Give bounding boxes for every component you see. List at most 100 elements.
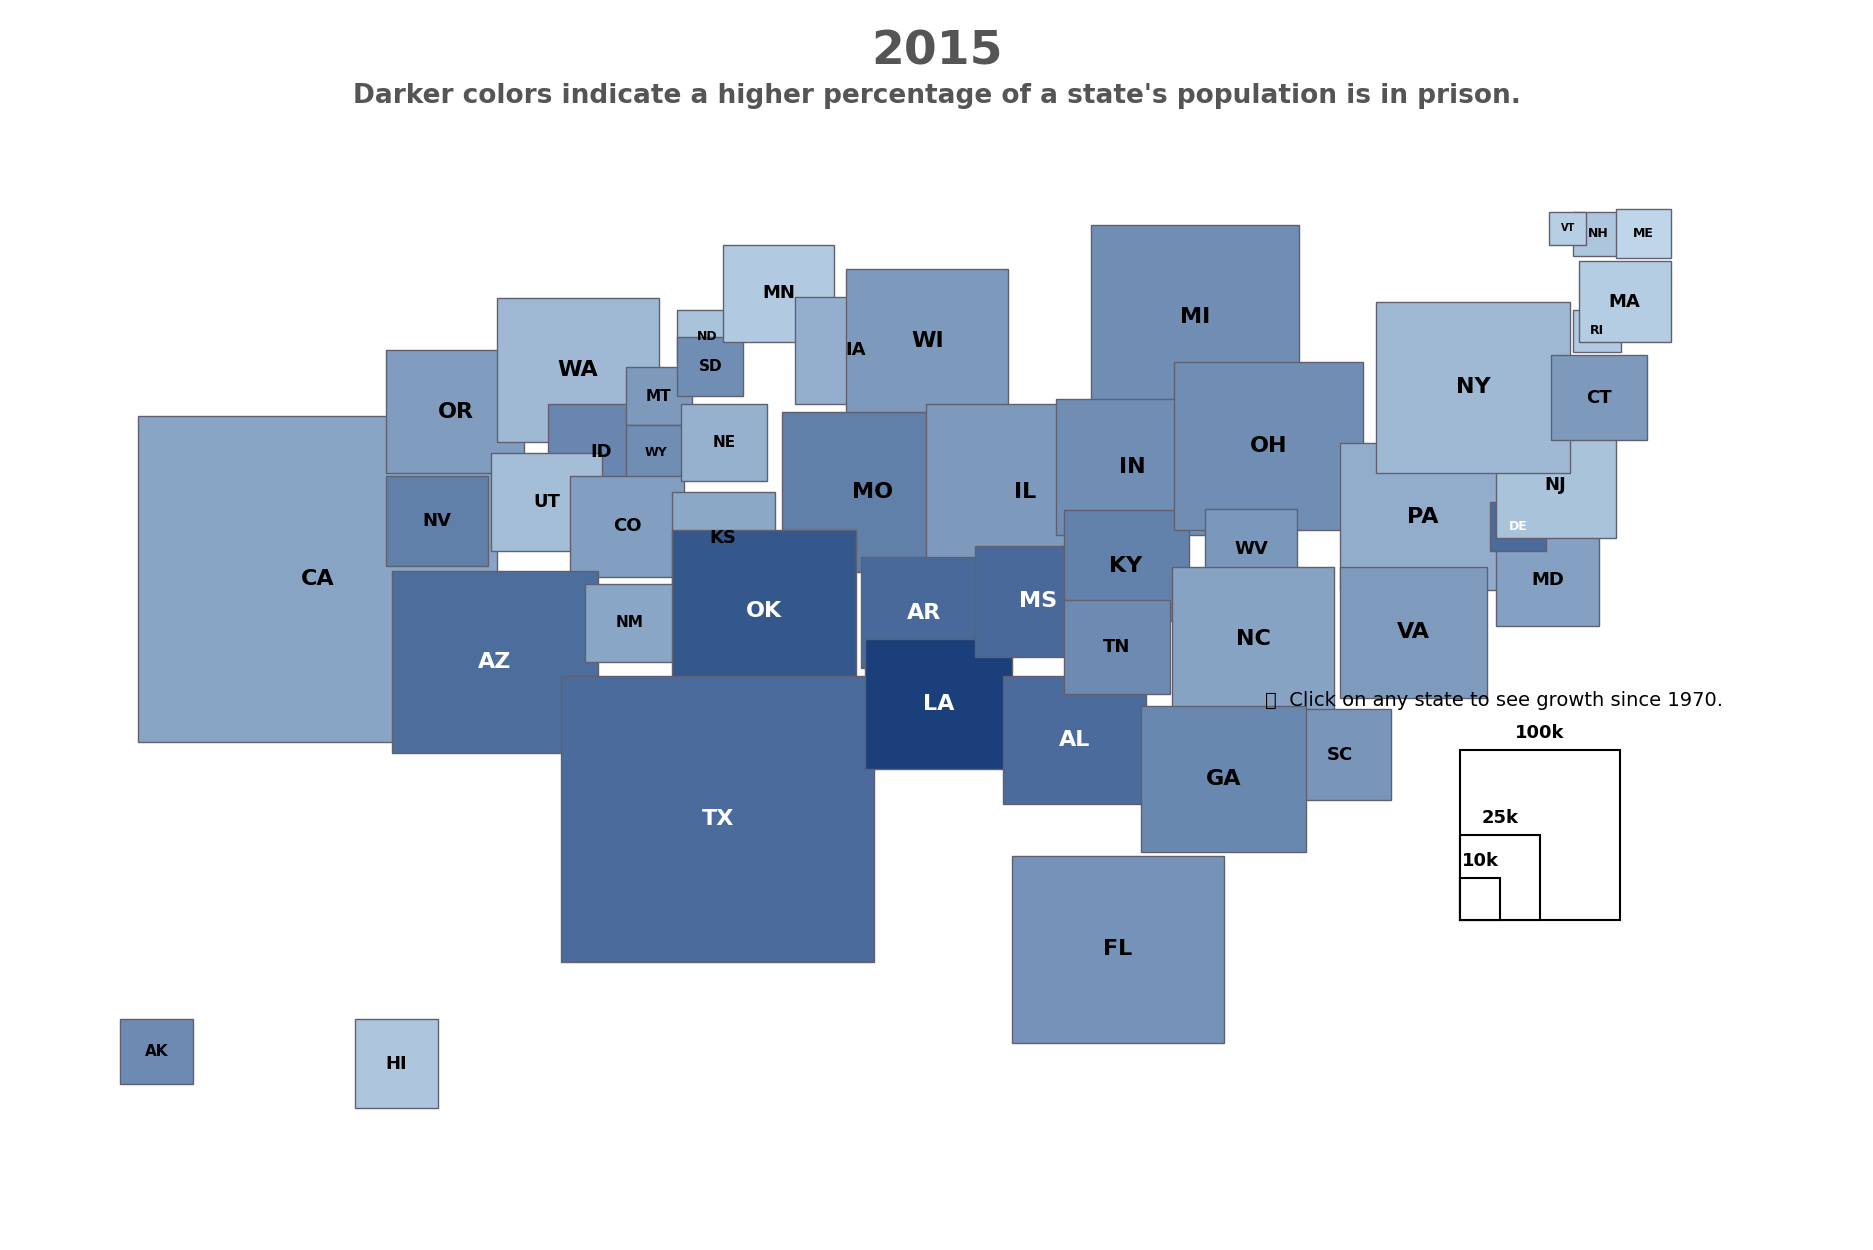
Text: RI: RI — [1588, 325, 1603, 338]
Text: IA: IA — [845, 341, 865, 360]
Text: MI: MI — [1180, 308, 1210, 328]
Text: NM: NM — [614, 615, 642, 630]
Text: KY: KY — [1109, 555, 1143, 575]
Text: AZ: AZ — [478, 651, 511, 671]
Text: Darker colors indicate a higher percentage of a state's population is in prison.: Darker colors indicate a higher percenta… — [352, 82, 1521, 109]
Text: NV: NV — [421, 511, 451, 530]
Text: OK: OK — [745, 601, 781, 621]
Bar — [1459, 750, 1618, 920]
Text: 25k: 25k — [1482, 809, 1517, 828]
Bar — [1287, 709, 1390, 800]
Bar — [120, 1019, 193, 1084]
Bar — [1459, 878, 1498, 920]
Bar — [1549, 213, 1585, 245]
Text: UT: UT — [532, 492, 560, 511]
Text: ME: ME — [1631, 226, 1652, 240]
Text: AK: AK — [144, 1044, 169, 1059]
Text: PA: PA — [1407, 506, 1437, 526]
Text: FL: FL — [1103, 940, 1131, 960]
Text: CA: CA — [300, 569, 333, 589]
Text: ND: ND — [697, 330, 717, 342]
Text: MN: MN — [762, 285, 794, 302]
Text: ID: ID — [590, 442, 612, 460]
Text: MD: MD — [1530, 571, 1564, 589]
Text: NE: NE — [712, 435, 736, 450]
Bar — [354, 1019, 438, 1109]
Text: SC: SC — [1326, 746, 1352, 764]
Bar — [139, 416, 496, 741]
Bar — [1002, 676, 1146, 804]
Text: MT: MT — [646, 389, 671, 404]
Bar — [676, 338, 744, 396]
Text: WI: WI — [910, 331, 944, 351]
Text: CT: CT — [1585, 389, 1611, 406]
Bar — [626, 366, 691, 425]
Text: 2015: 2015 — [871, 30, 1002, 75]
Bar — [671, 530, 856, 693]
Bar — [1011, 856, 1223, 1044]
Bar — [1090, 225, 1298, 409]
Text: AL: AL — [1058, 730, 1090, 750]
Bar — [847, 269, 1008, 412]
Text: WV: WV — [1234, 540, 1268, 559]
Bar — [794, 296, 916, 404]
Text: KS: KS — [710, 529, 736, 548]
Text: VT: VT — [1560, 224, 1573, 234]
Text: DE: DE — [1508, 520, 1526, 532]
Bar — [1489, 503, 1545, 551]
Bar — [626, 425, 686, 479]
Text: SD: SD — [699, 359, 721, 374]
Text: OR: OR — [436, 401, 474, 421]
Bar — [974, 546, 1099, 658]
Bar — [863, 639, 1011, 769]
Text: 🖱  Click on any state to see growth since 1970.: 🖱 Click on any state to see growth since… — [1264, 690, 1721, 710]
Text: 10k: 10k — [1461, 853, 1498, 870]
Text: IL: IL — [1013, 482, 1036, 502]
Text: AR: AR — [907, 602, 940, 622]
Text: MS: MS — [1019, 591, 1056, 611]
Bar — [1571, 213, 1622, 256]
Bar — [391, 570, 597, 752]
Text: MA: MA — [1609, 292, 1639, 310]
Bar — [496, 299, 659, 441]
Bar — [1056, 399, 1208, 535]
Text: NJ: NJ — [1543, 476, 1566, 494]
Bar — [560, 676, 873, 961]
Bar — [584, 584, 672, 661]
Bar — [1204, 509, 1296, 590]
Text: WY: WY — [644, 446, 667, 459]
Text: IN: IN — [1118, 458, 1144, 478]
Bar — [569, 476, 684, 578]
Bar — [1495, 432, 1615, 538]
Text: HI: HI — [386, 1055, 406, 1072]
Text: NC: NC — [1234, 629, 1270, 649]
Bar — [1577, 261, 1671, 343]
Bar — [386, 350, 524, 472]
Text: NY: NY — [1455, 378, 1489, 398]
Text: WA: WA — [556, 360, 597, 380]
Text: MO: MO — [850, 482, 892, 502]
Bar — [1551, 355, 1646, 440]
Text: NH: NH — [1586, 228, 1607, 240]
Bar — [1571, 310, 1620, 352]
Text: VA: VA — [1395, 622, 1429, 642]
Text: TN: TN — [1103, 638, 1129, 656]
Bar — [1064, 510, 1187, 621]
Bar — [1339, 444, 1504, 590]
Bar — [491, 454, 601, 551]
Bar — [549, 404, 656, 499]
Bar — [1339, 568, 1485, 698]
Bar — [862, 558, 985, 669]
Bar — [723, 245, 833, 342]
Bar — [1171, 568, 1334, 711]
Bar — [1141, 706, 1305, 852]
Text: GA: GA — [1204, 769, 1240, 789]
Bar — [386, 476, 487, 565]
Text: OH: OH — [1249, 436, 1287, 456]
Text: CO: CO — [612, 518, 641, 535]
Bar — [676, 310, 738, 364]
Bar — [925, 404, 1124, 580]
Text: LA: LA — [922, 694, 953, 714]
Bar — [1375, 301, 1570, 472]
Bar — [680, 404, 766, 481]
